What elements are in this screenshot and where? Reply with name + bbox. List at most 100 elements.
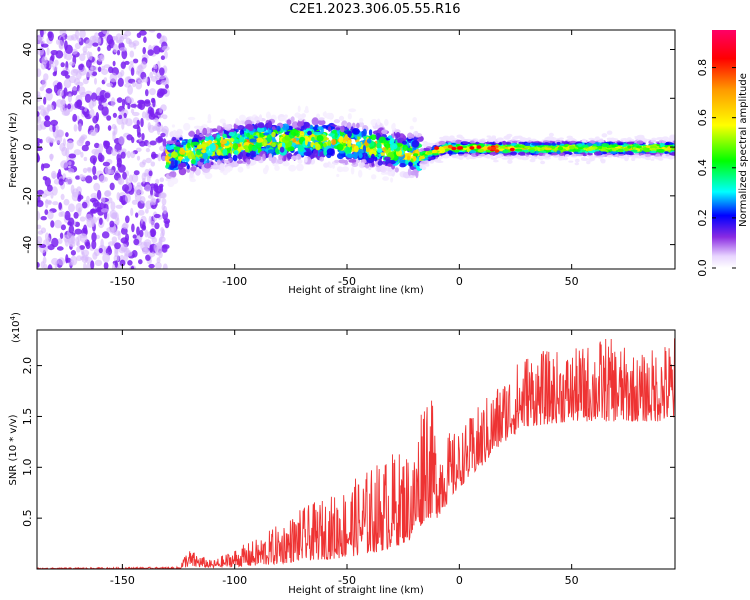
noise-blob [161, 204, 165, 211]
echo-blob [236, 160, 243, 164]
noise-blob [67, 103, 72, 110]
noise-blob [93, 182, 101, 192]
noise-blob [116, 49, 121, 56]
echo-blob [310, 142, 314, 148]
noise-blob [126, 150, 131, 159]
noise-blob [75, 202, 83, 213]
noise-blob [84, 93, 92, 103]
echo-band-blob [457, 152, 465, 155]
echo-band-blob [491, 138, 497, 141]
echo-blob [199, 133, 204, 138]
echo-blob [255, 137, 264, 143]
echo-band-blob [638, 135, 645, 139]
noise-blob [125, 118, 133, 127]
x-tick-label: -100 [222, 275, 247, 288]
echo-blob [232, 143, 239, 150]
echo-blob [323, 148, 328, 156]
echo-blob [204, 172, 213, 180]
noise-blob [130, 103, 138, 108]
echo-blob [317, 119, 326, 126]
noise-blob [76, 99, 83, 108]
noise-blob [44, 209, 49, 216]
noise-blob [139, 196, 146, 204]
noise-blob [101, 30, 110, 35]
echo-blob [402, 140, 407, 145]
echo-band-blob [445, 153, 450, 157]
noise-blob [85, 175, 93, 184]
echo-band-blob [657, 148, 665, 153]
echo-blob [233, 150, 239, 155]
noise-blob [160, 80, 168, 86]
echo-band-blob [665, 153, 670, 157]
spectrogram-panel: -150 -100 -50 0 50 -40 -20 0 20 40 Height of stra… [8, 29, 676, 296]
noise-blob [83, 156, 88, 162]
colorbar-tick-label: 0.8 [696, 59, 709, 77]
noise-blob [114, 260, 119, 268]
noise-blob [138, 209, 145, 216]
noise-blob [118, 114, 123, 120]
noise-blob [37, 152, 40, 162]
echo-blob [195, 168, 201, 176]
x-tick-label: -100 [222, 574, 247, 587]
noise-blob [48, 31, 54, 42]
chart-title: C2E1.2023.306.05.55.R16 [289, 2, 461, 17]
echo-blob [271, 157, 276, 164]
noise-blob [47, 264, 53, 269]
echo-blob [384, 171, 388, 175]
noise-blob [69, 241, 76, 248]
echo-band-blob [531, 156, 538, 160]
echo-band-blob [589, 140, 596, 144]
noise-blob [79, 135, 86, 142]
echo-peak-blob [491, 146, 497, 151]
noise-blob [151, 197, 157, 206]
y-tick-label: 20 [21, 91, 34, 105]
noise-blob [103, 77, 108, 82]
echo-band-blob [649, 145, 658, 149]
noise-blob [68, 75, 77, 84]
noise-blob [102, 161, 110, 167]
colorbar-tick-label: 0.6 [696, 109, 709, 127]
echo-blob [386, 171, 394, 175]
noise-blob [107, 169, 115, 175]
noise-blob [63, 198, 70, 206]
echo-blob [201, 149, 206, 154]
noise-blob [51, 257, 59, 266]
echo-blob [366, 146, 370, 153]
echo-band-blob [551, 143, 557, 146]
noise-blob [56, 246, 64, 251]
echo-band-blob [632, 149, 638, 153]
echo-band-blob [624, 156, 629, 161]
noise-blob [116, 157, 122, 167]
noise-blob [60, 193, 65, 200]
echo-blob [228, 157, 233, 162]
echo-blob [265, 111, 271, 119]
noise-blob [99, 217, 103, 225]
echo-blob [191, 141, 200, 146]
noise-blob [162, 138, 167, 148]
echo-band-blob [510, 142, 517, 146]
colorbar: 0.0 0.2 0.4 0.6 0.8 Normalized spectral ampl… [696, 30, 749, 277]
noise-blob [136, 119, 140, 127]
noise-blob [37, 142, 40, 147]
noise-blob [104, 92, 111, 99]
echo-blob [190, 166, 197, 172]
echo-blob [204, 137, 210, 142]
echo-blob [336, 152, 345, 160]
echo-blob [245, 152, 251, 157]
echo-band-blob [502, 140, 507, 146]
echo-blob [271, 142, 277, 148]
y-tick-label: -40 [21, 236, 34, 254]
noise-blob [52, 201, 59, 206]
echo-blob [370, 134, 377, 141]
noise-blob [147, 194, 154, 199]
echo-blob [304, 105, 309, 114]
echo-blob [334, 159, 339, 163]
echo-band-blob [592, 143, 598, 147]
echo-blob [311, 117, 319, 126]
echo-blob [263, 132, 270, 136]
noise-blob [138, 259, 143, 265]
noise-blob [85, 241, 91, 250]
echo-band-blob [518, 141, 525, 145]
echo-blob [406, 155, 411, 161]
noise-blob [121, 98, 126, 109]
